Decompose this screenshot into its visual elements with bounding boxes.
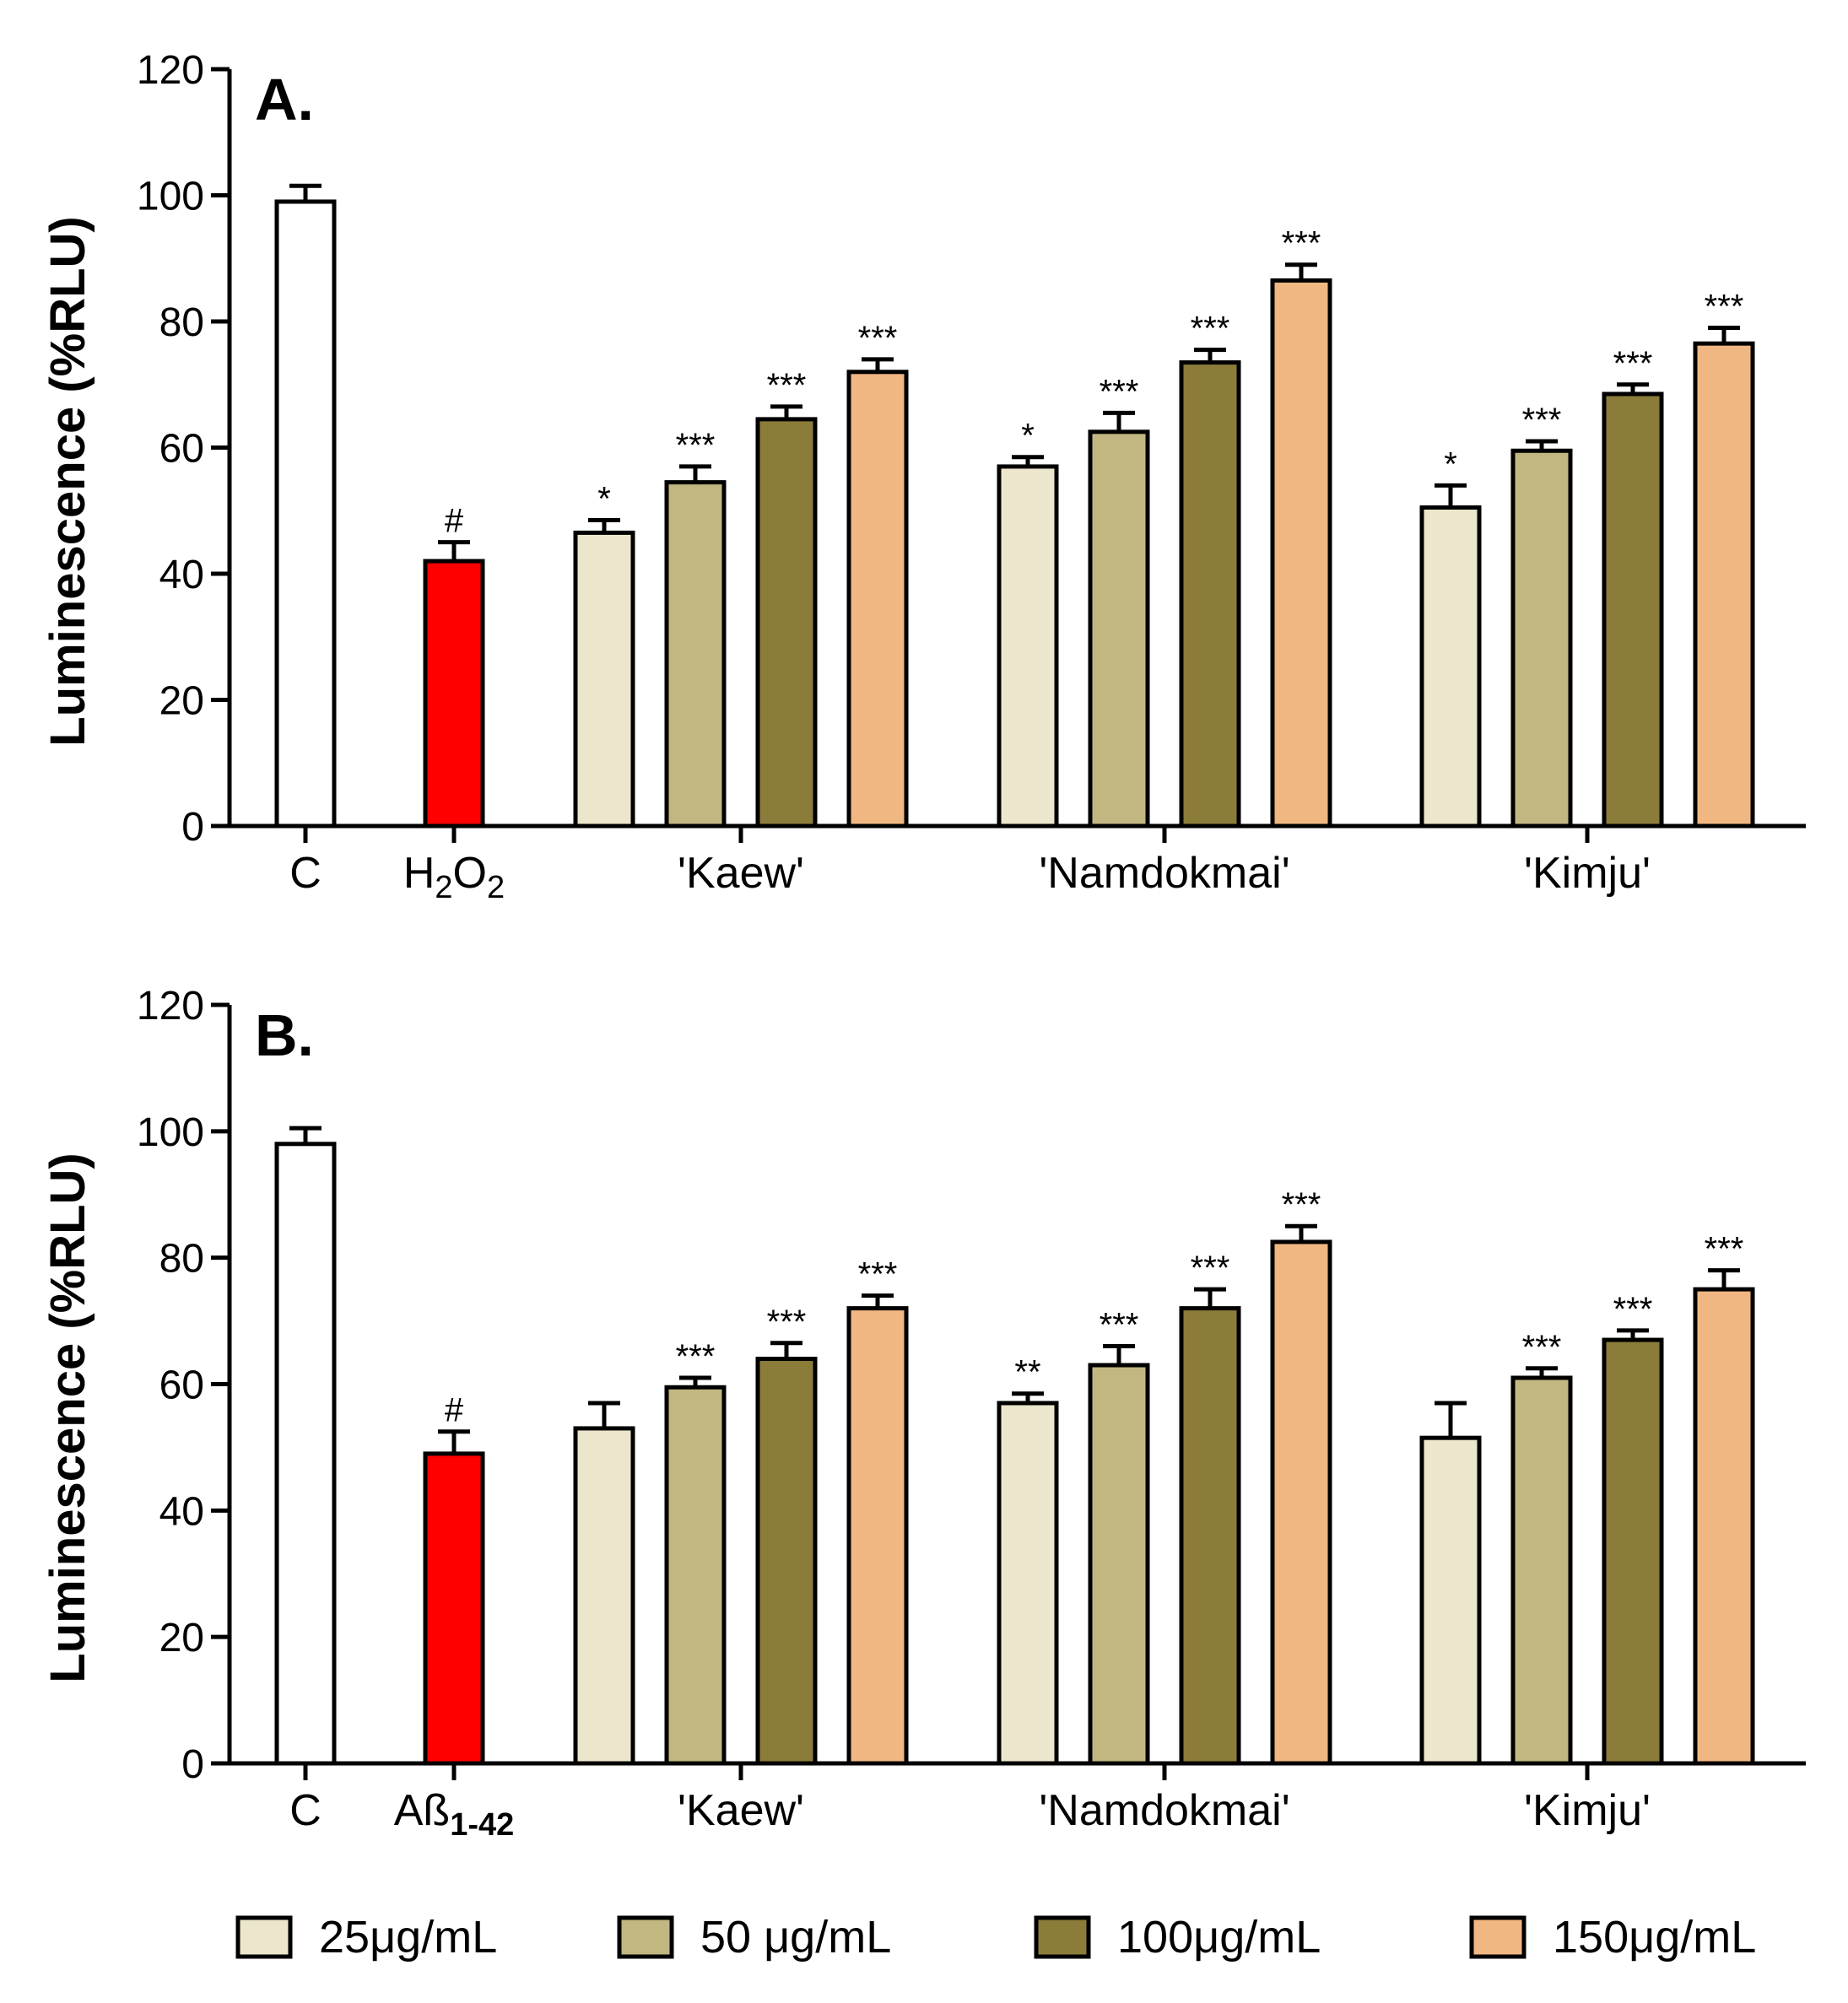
panel-b-y-axis-label: Luminescence (%RLU) xyxy=(41,1153,95,1682)
panel-b-bar xyxy=(1088,1363,1150,1766)
legend-label: 100μg/mL xyxy=(1117,1912,1321,1963)
panel-a-label: A. xyxy=(255,67,314,132)
panel-a-x-tick-label: 'Kimju' xyxy=(1524,849,1651,898)
panel-a-x-tick-label: 'Kaew' xyxy=(678,849,804,898)
panel-a-bar xyxy=(1693,341,1755,829)
panel-a-bar xyxy=(1602,391,1664,829)
panel-a-y-tick-label: 100 xyxy=(137,175,204,219)
panel-a-y-axis-label: Luminescence (%RLU) xyxy=(41,216,95,746)
panel-b-bar xyxy=(274,1142,337,1766)
panel-a-bar xyxy=(997,464,1059,829)
panel-a-bar xyxy=(573,530,635,829)
panel-a-significance-mark: *** xyxy=(1191,310,1230,348)
panel-a-y-tick-label: 80 xyxy=(159,300,204,345)
panel-a-significance-mark: *** xyxy=(767,367,807,404)
panel-b-significance-mark: *** xyxy=(767,1304,807,1341)
panel-a-bar xyxy=(755,417,818,829)
panel-a-y-tick-label: 20 xyxy=(159,679,204,724)
panel-b-bar xyxy=(997,1401,1059,1766)
panel-a-x-tick-label: H2O2 xyxy=(403,849,505,905)
panel-b-bar xyxy=(846,1306,909,1766)
legend-swatch xyxy=(1469,1915,1526,1959)
panel-b-bar xyxy=(1602,1337,1664,1766)
panel-a-y-tick-label: 40 xyxy=(159,553,204,597)
panel-a-significance-mark: *** xyxy=(1282,225,1321,262)
panel-a-bar xyxy=(274,199,337,829)
panel-b-label: B. xyxy=(255,1002,314,1068)
panel-b-significance-mark: *** xyxy=(1191,1250,1230,1287)
panel-b-significance-mark: ** xyxy=(1014,1354,1040,1391)
panel-a-significance-mark: * xyxy=(1021,418,1035,455)
panel-b-significance-mark: *** xyxy=(1522,1329,1562,1366)
panel-a-bar xyxy=(846,370,909,829)
legend-swatch xyxy=(617,1915,674,1959)
legend-swatch xyxy=(235,1915,293,1959)
panel-a-significance-mark: *** xyxy=(1705,288,1744,325)
panel-b-significance-mark: *** xyxy=(1705,1231,1744,1268)
panel-a-significance-mark: * xyxy=(597,480,611,517)
panel-b-significance-mark: *** xyxy=(1100,1307,1139,1344)
panel-a-y-tick-label: 60 xyxy=(159,427,204,472)
panel-a-bar xyxy=(1270,278,1332,829)
panel-a-significance-mark: *** xyxy=(858,320,898,357)
legend-swatch xyxy=(1034,1915,1091,1959)
legend-label: 25μg/mL xyxy=(319,1912,497,1963)
panel-a-x-tick-label: C xyxy=(289,849,322,898)
panel-a-bar xyxy=(664,480,727,829)
panel-b-y-tick-label: 0 xyxy=(181,1742,204,1787)
panel-b-x-tick-label: Aß1-42 xyxy=(394,1786,515,1843)
panel-a-x-tick-label: 'Namdokmai' xyxy=(1039,849,1289,898)
panel-b-bar xyxy=(423,1451,485,1766)
panel-b-y-tick-label: 100 xyxy=(137,1110,204,1155)
panel-a-y-tick-label: 120 xyxy=(137,48,204,93)
panel-b-y-tick-label: 80 xyxy=(159,1237,204,1282)
panel-b-x-tick-label: C xyxy=(289,1786,322,1835)
panel-a-bar xyxy=(1510,448,1573,829)
panel-a-significance-mark: *** xyxy=(1100,373,1139,410)
panel-b-y-tick-label: 20 xyxy=(159,1616,204,1660)
panel-b-y-tick-label: 40 xyxy=(159,1489,204,1534)
panel-b-bar xyxy=(1510,1375,1573,1766)
panel-b-bar xyxy=(1270,1239,1332,1766)
panel-a-y-tick-label: 0 xyxy=(181,805,204,850)
panel-a-significance-mark: *** xyxy=(1613,345,1653,382)
panel-b-bar xyxy=(1693,1287,1755,1766)
panel-b-bar xyxy=(664,1385,727,1766)
panel-b-x-tick-label: 'Kaew' xyxy=(678,1786,804,1835)
panel-b-significance-mark: *** xyxy=(676,1338,716,1375)
legend-label: 50 μg/mL xyxy=(700,1912,891,1963)
panel-a-bar xyxy=(1179,360,1241,829)
panel-a-significance-mark: *** xyxy=(1522,402,1562,439)
legend-label: 150μg/mL xyxy=(1553,1912,1756,1963)
panel-a-bar xyxy=(1088,429,1150,829)
panel-b-bar xyxy=(1179,1306,1241,1766)
panel-a-significance-mark: * xyxy=(1444,445,1457,483)
panel-a-bar xyxy=(423,559,485,829)
panel-b-significance-mark: *** xyxy=(1282,1186,1321,1223)
panel-b-bar xyxy=(755,1357,818,1766)
panel-b-bar xyxy=(1419,1435,1482,1766)
panel-b-significance-mark: # xyxy=(445,1392,464,1429)
panel-b-significance-mark: *** xyxy=(858,1256,898,1293)
panel-a-bar xyxy=(1419,505,1482,829)
panel-b-significance-mark: *** xyxy=(1613,1291,1653,1328)
panel-b-x-tick-label: 'Kimju' xyxy=(1524,1786,1651,1835)
panel-b-x-tick-label: 'Namdokmai' xyxy=(1039,1786,1289,1835)
panel-b-y-tick-label: 60 xyxy=(159,1363,204,1408)
panel-a-significance-mark: # xyxy=(445,503,464,540)
panel-b-y-tick-label: 120 xyxy=(137,984,204,1028)
panel-b-bar xyxy=(573,1426,635,1766)
panel-a-significance-mark: *** xyxy=(676,427,716,464)
